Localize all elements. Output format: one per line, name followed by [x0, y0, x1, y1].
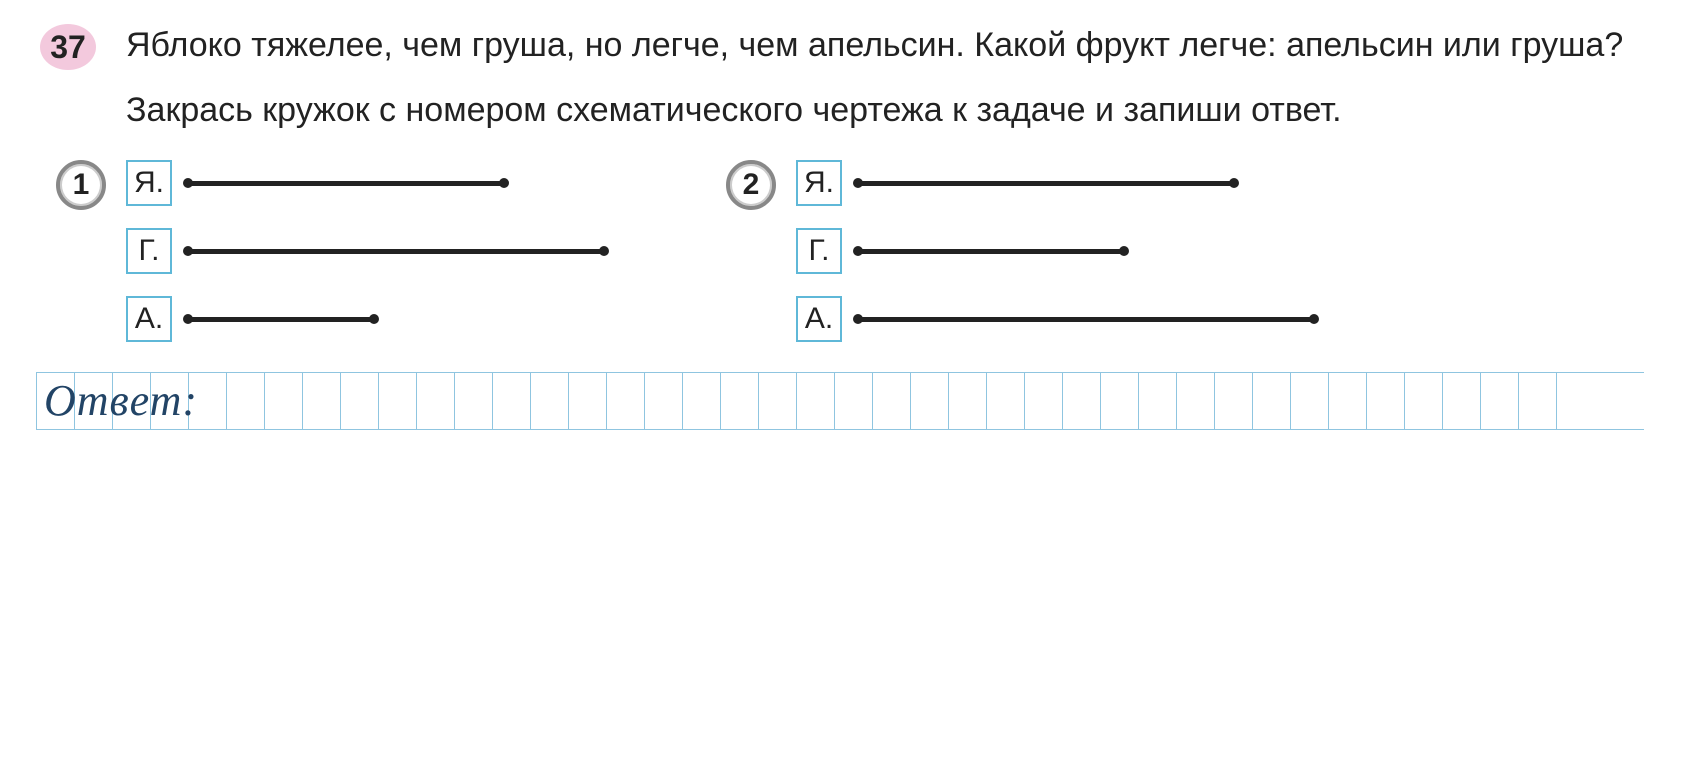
diagram-1-circle[interactable]: 1: [56, 160, 106, 210]
answer-label: Ответ:: [36, 375, 218, 426]
segment-1-ya: [186, 179, 506, 187]
letter-box-a: А.: [126, 296, 172, 342]
letter-box-g: Г.: [126, 228, 172, 274]
segment-2-ya: [856, 179, 1236, 187]
exercise-container: 37 Яблоко тяжелее, чем груша, но легче, …: [40, 20, 1644, 430]
segment-dot-icon: [1309, 314, 1319, 324]
exercise-number-badge: 37: [40, 24, 96, 70]
problem-text: Яблоко тяжелее, чем груша, но легче, чем…: [126, 20, 1644, 71]
diagram-1-row-g: Г.: [126, 228, 606, 274]
segment-2-a: [856, 315, 1316, 323]
diagram-2-row-g: Г.: [796, 228, 1316, 274]
letter-box-ya: Я.: [796, 160, 842, 206]
diagram-2-row-ya: Я.: [796, 160, 1316, 206]
segment-dot-icon: [369, 314, 379, 324]
segment-2-g: [856, 247, 1126, 255]
letter-box-g: Г.: [796, 228, 842, 274]
answer-row: Ответ:: [36, 372, 1644, 430]
diagram-1-lines: Я. Г.: [126, 160, 606, 342]
segment-dot-icon: [599, 246, 609, 256]
diagram-2-row-a: А.: [796, 296, 1316, 342]
diagram-2-circle[interactable]: 2: [726, 160, 776, 210]
diagram-1-row-a: А.: [126, 296, 606, 342]
exercise-content: Яблоко тяжелее, чем груша, но легче, чем…: [126, 20, 1644, 430]
diagram-1: 1 Я. Г.: [56, 160, 606, 342]
segment-dot-icon: [853, 314, 863, 324]
letter-box-ya: Я.: [126, 160, 172, 206]
segment-line: [856, 181, 1236, 186]
diagram-1-row-ya: Я.: [126, 160, 606, 206]
instruction-text: Закрась кружок с номером схематического …: [126, 85, 1644, 136]
segment-line: [856, 249, 1126, 254]
segment-line: [186, 249, 606, 254]
segment-line: [856, 317, 1316, 322]
answer-grid[interactable]: Ответ:: [36, 372, 1644, 430]
segment-dot-icon: [499, 178, 509, 188]
segment-dot-icon: [1119, 246, 1129, 256]
segment-line: [186, 181, 506, 186]
diagram-2-lines: Я. Г.: [796, 160, 1316, 342]
letter-box-a: А.: [796, 296, 842, 342]
diagrams-row: 1 Я. Г.: [56, 160, 1644, 342]
segment-dot-icon: [853, 178, 863, 188]
segment-line: [186, 317, 376, 322]
segment-1-g: [186, 247, 606, 255]
segment-dot-icon: [183, 314, 193, 324]
segment-dot-icon: [183, 246, 193, 256]
segment-dot-icon: [183, 178, 193, 188]
segment-dot-icon: [1229, 178, 1239, 188]
segment-dot-icon: [853, 246, 863, 256]
diagram-2: 2 Я. Г.: [726, 160, 1316, 342]
segment-1-a: [186, 315, 376, 323]
